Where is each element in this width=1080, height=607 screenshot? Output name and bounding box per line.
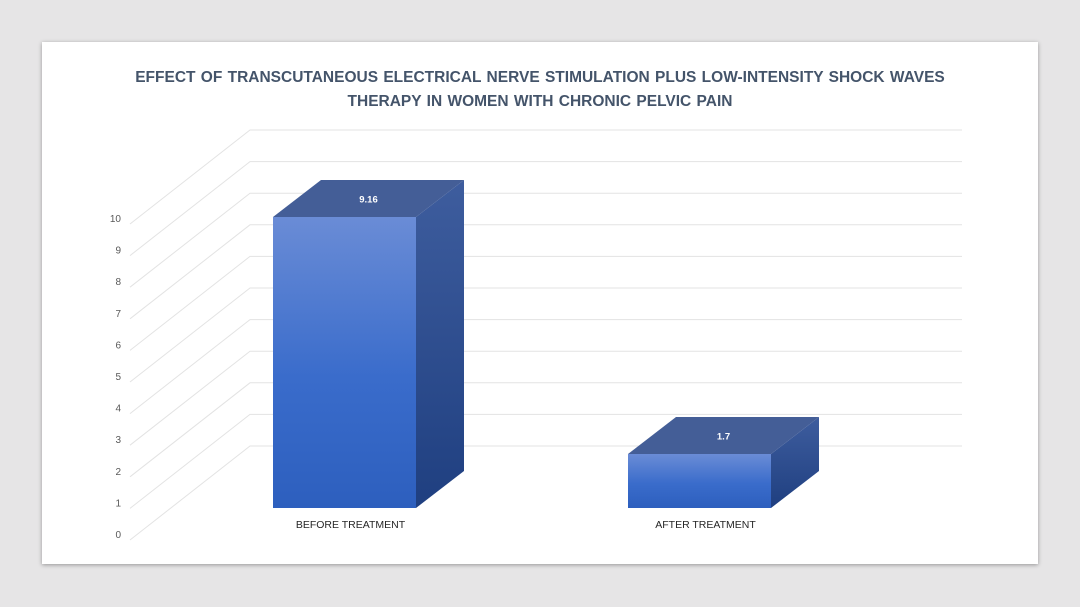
bar-side bbox=[771, 416, 819, 508]
data-label: 1.7 bbox=[717, 431, 730, 442]
gridline bbox=[129, 445, 962, 541]
y-tick-label: 5 bbox=[115, 372, 121, 383]
y-tick-label: 0 bbox=[115, 530, 121, 541]
bar bbox=[628, 453, 771, 508]
bar-top bbox=[273, 180, 464, 217]
category-label: BEFORE TREATMENT bbox=[296, 519, 406, 531]
chart-card: EFFECT OF TRANSCUTANEOUS ELECTRICAL NERV… bbox=[42, 42, 1038, 564]
chart-title: EFFECT OF TRANSCUTANEOUS ELECTRICAL NERV… bbox=[42, 66, 1038, 114]
y-tick-label: 4 bbox=[115, 404, 121, 415]
y-tick-label: 8 bbox=[115, 277, 121, 288]
y-tick-label: 9 bbox=[115, 246, 121, 257]
y-tick-label: 2 bbox=[115, 467, 121, 478]
gridline bbox=[129, 129, 962, 225]
gridline bbox=[129, 287, 962, 383]
chart-title-line-2: THERAPY IN WOMEN WITH CHRONIC PELVIC PAI… bbox=[347, 93, 733, 110]
bar-top bbox=[628, 416, 819, 454]
gridline bbox=[129, 224, 962, 320]
gridline bbox=[129, 319, 962, 414]
gridline bbox=[129, 350, 962, 446]
bar bbox=[273, 217, 416, 508]
y-tick-label: 7 bbox=[115, 309, 121, 320]
gridline bbox=[129, 161, 962, 256]
category-label: AFTER TREATMENT bbox=[655, 519, 756, 531]
gridline bbox=[129, 413, 962, 509]
y-tick-label: 6 bbox=[115, 340, 121, 351]
gridline bbox=[129, 255, 962, 351]
gridline bbox=[129, 192, 962, 288]
data-label: 9.16 bbox=[359, 195, 378, 206]
chart-title-line-1: EFFECT OF TRANSCUTANEOUS ELECTRICAL NERV… bbox=[135, 69, 945, 86]
y-tick-label: 10 bbox=[110, 214, 122, 225]
gridline bbox=[129, 382, 962, 478]
y-tick-label: 3 bbox=[115, 435, 121, 446]
y-tick-label: 1 bbox=[115, 498, 121, 509]
bar-side bbox=[416, 180, 464, 508]
